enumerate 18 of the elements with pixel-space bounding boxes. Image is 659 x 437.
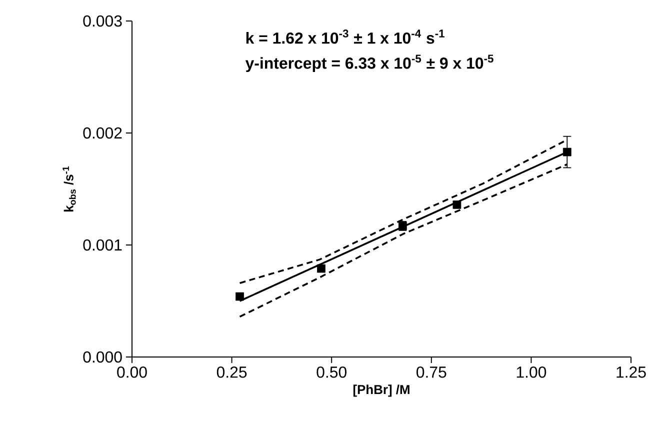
x-tick-label: 1.25 — [616, 366, 646, 378]
y-axis-title: k$_{obs}$ /s$^{-1}$ — [62, 166, 76, 212]
point — [452, 200, 462, 209]
point — [317, 264, 326, 273]
annotation: k = 1.62 x 10$^{-3}$ ± 1 x 10$^{-4}$ s$^{-1}$ — [246, 30, 444, 44]
point — [236, 292, 244, 301]
point — [562, 148, 572, 156]
y-tick-label: 0.001 — [83, 239, 122, 251]
x-tick-label: 0.00 — [117, 366, 147, 378]
x-tick-label: 0.75 — [416, 366, 446, 378]
y-tick-label: 0.002 — [83, 127, 122, 139]
y-tick-label: 0.000 — [83, 351, 122, 363]
y-tick-label: 0.003 — [83, 15, 122, 27]
x-tick-label: 0.25 — [216, 366, 247, 378]
x-tick-label: 0.50 — [316, 366, 346, 378]
x-axis-title: [PhBr] /M — [353, 384, 410, 397]
x-tick-label: 1.00 — [516, 366, 546, 378]
annotation: y-intercept = 6.33 x 10$^{-5}$ ± 9 x 10$^{-5}$ — [245, 54, 494, 72]
